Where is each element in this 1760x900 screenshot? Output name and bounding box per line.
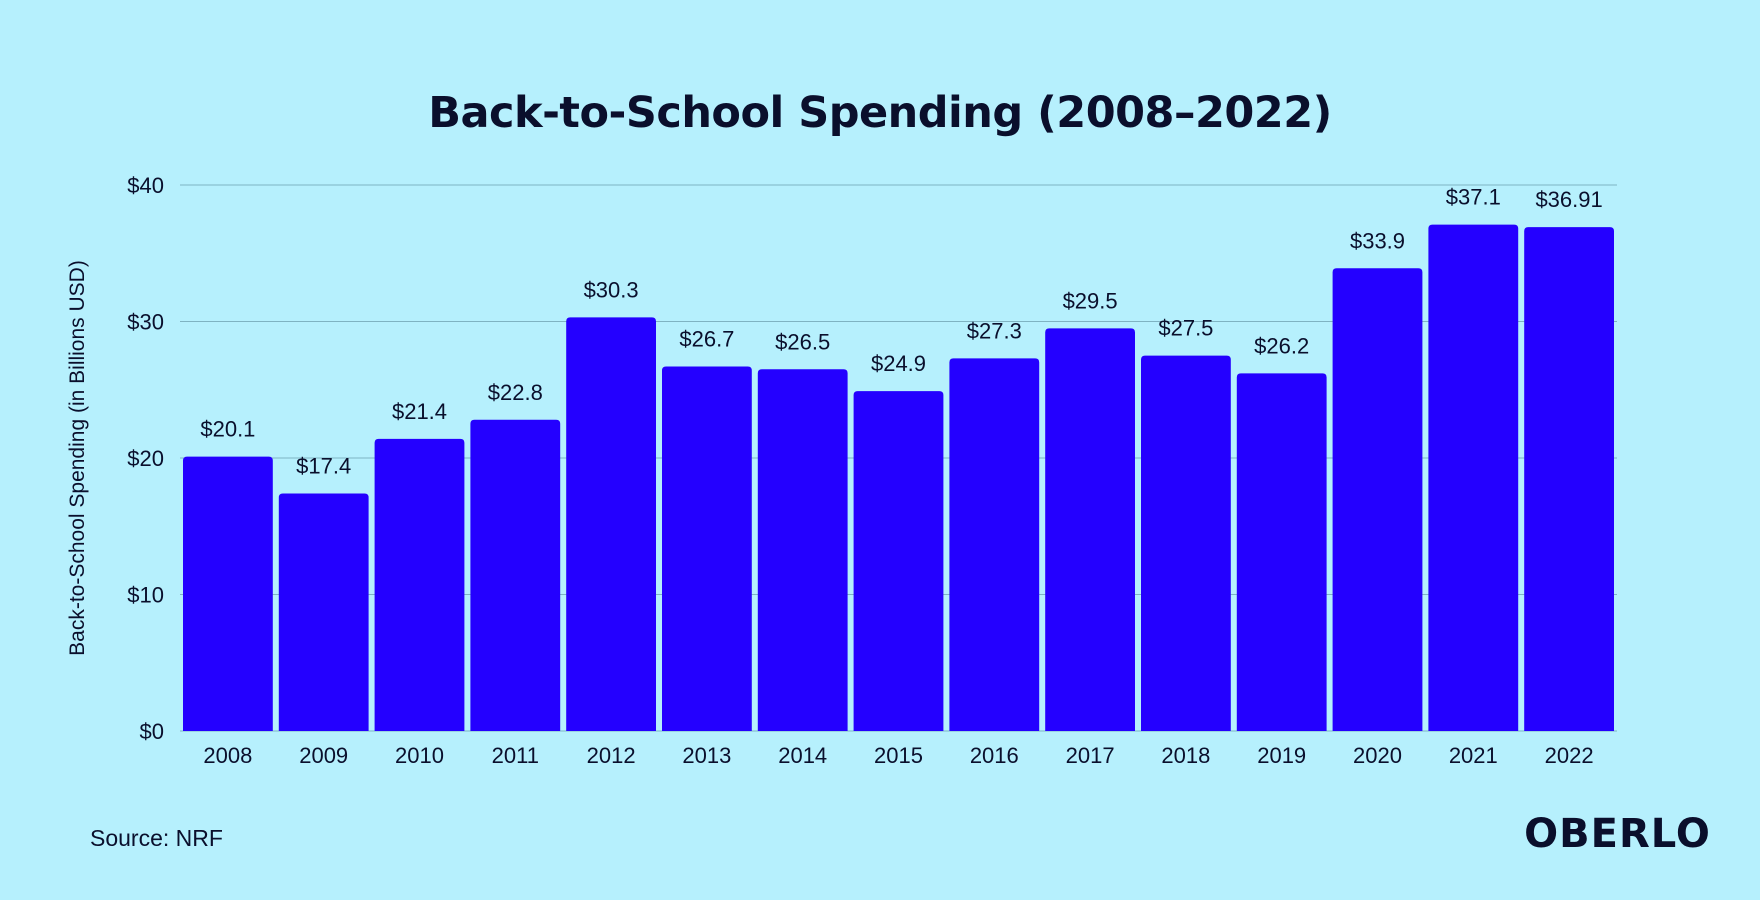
source-note: Source: NRF [90, 825, 223, 851]
y-tick-label: $0 [140, 719, 164, 744]
bar-2009 [278, 493, 369, 731]
x-tick-label: 2009 [299, 743, 348, 768]
data-label-2010: $21.4 [392, 399, 447, 424]
data-label-2016: $27.3 [967, 318, 1022, 343]
bar-2008 [183, 456, 273, 731]
bar-2017 [1045, 328, 1135, 731]
data-label-2009: $17.4 [296, 453, 351, 478]
y-tick-label: $20 [127, 446, 164, 471]
bar-2012 [566, 317, 656, 731]
data-label-2022: $36.91 [1535, 187, 1602, 212]
data-label-2008: $20.1 [200, 417, 255, 442]
data-label-2017: $29.5 [1063, 288, 1118, 313]
x-tick-label: 2013 [682, 743, 731, 768]
bar-2015 [853, 391, 944, 731]
y-axis-label: Back-to-School Spending (in Billions USD… [66, 260, 89, 656]
y-axis-ticks: $0 $10 $20 $30 $40 [127, 173, 164, 744]
bar-2022 [1524, 227, 1614, 731]
bar-2014 [757, 369, 848, 731]
y-tick-label: $30 [127, 310, 164, 335]
x-tick-label: 2017 [1066, 743, 1115, 768]
x-tick-label: 2015 [874, 743, 923, 768]
data-label-2013: $26.7 [679, 327, 734, 352]
x-tick-label: 2016 [970, 743, 1019, 768]
x-tick-label: 2018 [1161, 743, 1210, 768]
x-tick-label: 2008 [203, 743, 252, 768]
y-tick-label: $10 [127, 583, 164, 608]
data-label-2011: $22.8 [488, 380, 543, 405]
x-tick-label: 2020 [1353, 743, 1402, 768]
x-tick-label: 2014 [778, 743, 827, 768]
bar-2016 [949, 358, 1040, 731]
data-label-2018: $27.5 [1158, 316, 1213, 341]
data-label-2019: $26.2 [1254, 333, 1309, 358]
chart-title: Back-to-School Spending (2008–2022) [428, 88, 1332, 138]
bar-2020 [1332, 268, 1423, 731]
bar-2013 [662, 366, 752, 731]
x-axis-ticks: 2008 2009 2010 2011 2012 2013 2014 2015 2016 2017… [203, 743, 1593, 768]
data-label-2015: $24.9 [871, 351, 926, 376]
x-tick-label: 2022 [1545, 743, 1594, 768]
bar-2021 [1428, 224, 1519, 731]
data-label-2021: $37.1 [1446, 185, 1501, 210]
bar-2011 [470, 419, 561, 731]
bars [183, 224, 1614, 731]
x-tick-label: 2021 [1449, 743, 1498, 768]
bar-2018 [1141, 355, 1231, 731]
x-tick-label: 2010 [395, 743, 444, 768]
y-tick-label: $40 [127, 173, 164, 198]
data-label-2014: $26.5 [775, 329, 830, 354]
bar-2010 [374, 438, 465, 731]
x-tick-label: 2019 [1257, 743, 1306, 768]
bar-2019 [1236, 373, 1327, 731]
oberlo-logo: OBERLO [1524, 811, 1711, 857]
data-labels: $20.1 $17.4 $21.4 $22.8 $30.3 $26.7 $26.5 $24.9… [200, 185, 1602, 479]
x-tick-label: 2011 [492, 743, 539, 768]
data-label-2020: $33.9 [1350, 228, 1405, 253]
data-label-2012: $30.3 [584, 277, 639, 302]
x-tick-label: 2012 [587, 743, 636, 768]
